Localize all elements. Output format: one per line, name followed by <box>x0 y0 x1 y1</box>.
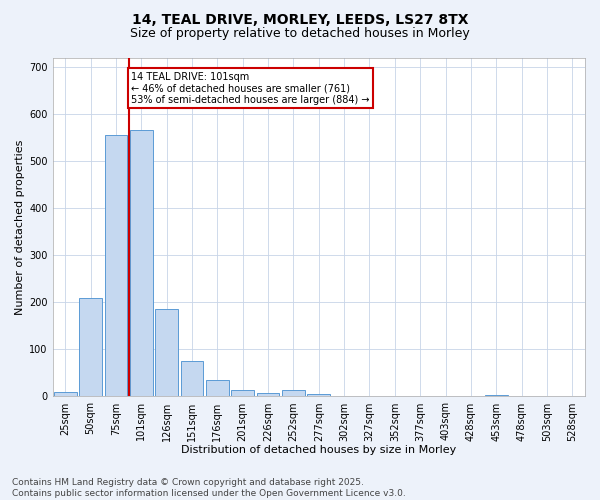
Bar <box>307 394 330 396</box>
Bar <box>485 394 508 396</box>
Text: Contains HM Land Registry data © Crown copyright and database right 2025.
Contai: Contains HM Land Registry data © Crown c… <box>12 478 406 498</box>
Bar <box>181 361 203 396</box>
Text: 14, TEAL DRIVE, MORLEY, LEEDS, LS27 8TX: 14, TEAL DRIVE, MORLEY, LEEDS, LS27 8TX <box>132 12 468 26</box>
Bar <box>104 135 127 396</box>
Y-axis label: Number of detached properties: Number of detached properties <box>15 140 25 314</box>
Text: 14 TEAL DRIVE: 101sqm
← 46% of detached houses are smaller (761)
53% of semi-det: 14 TEAL DRIVE: 101sqm ← 46% of detached … <box>131 72 370 105</box>
Bar <box>54 392 77 396</box>
Bar <box>155 310 178 396</box>
Bar <box>282 390 305 396</box>
Bar <box>206 380 229 396</box>
Bar <box>79 298 102 396</box>
X-axis label: Distribution of detached houses by size in Morley: Distribution of detached houses by size … <box>181 445 457 455</box>
Bar <box>231 390 254 396</box>
Text: Size of property relative to detached houses in Morley: Size of property relative to detached ho… <box>130 28 470 40</box>
Bar <box>257 392 280 396</box>
Bar <box>130 130 152 396</box>
